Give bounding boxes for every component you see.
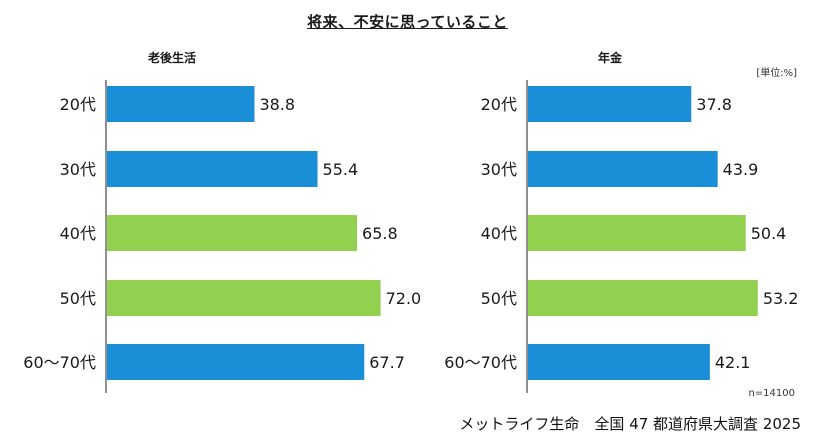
pension-category-label: 20代 [481, 95, 517, 114]
old-age-life-bar [107, 280, 381, 316]
old-age-life-value-label: 72.0 [386, 289, 422, 308]
pension-value-label: 53.2 [763, 289, 799, 308]
sample-size-note: n=14100 [748, 388, 795, 399]
old-age-life-value-label: 38.8 [259, 95, 295, 114]
old-age-life-bar [107, 215, 358, 251]
pension-value-label: 50.4 [751, 224, 787, 243]
pension-bar [528, 344, 710, 380]
old-age-life-value-label: 67.7 [369, 353, 405, 372]
chart-title: 将来、不安に思っていること [307, 13, 508, 31]
pension-bar [528, 215, 746, 251]
source-credit: メットライフ生命 全国 47 都道府県大調査 2025 [459, 415, 801, 433]
old-age-life-category-label: 30代 [60, 160, 96, 179]
pension-category-label: 40代 [481, 224, 517, 243]
pension-value-label: 42.1 [715, 353, 751, 372]
old-age-life-category-label: 60～70代 [23, 353, 96, 372]
old-age-life-category-label: 50代 [60, 289, 96, 308]
old-age-life-value-label: 65.8 [362, 224, 398, 243]
pension-bar [528, 86, 692, 122]
old-age-life-bar [107, 151, 318, 187]
pension-category-label: 50代 [481, 289, 517, 308]
old-age-life-bar [107, 344, 365, 380]
pension-bar [528, 280, 758, 316]
old-age-life-panel-title: 老後生活 [148, 50, 196, 65]
unit-note: [単位:%] [756, 68, 797, 79]
pension-value-label: 43.9 [723, 160, 759, 179]
old-age-life-category-label: 40代 [60, 224, 96, 243]
old-age-life-value-label: 55.4 [323, 160, 359, 179]
pension-category-label: 60～70代 [444, 353, 517, 372]
old-age-life-category-label: 20代 [60, 95, 96, 114]
pension-value-label: 37.8 [696, 95, 732, 114]
pension-bar [528, 151, 718, 187]
pension-panel-title: 年金 [598, 50, 623, 65]
pension-category-label: 30代 [481, 160, 517, 179]
old-age-life-bar [107, 86, 255, 122]
